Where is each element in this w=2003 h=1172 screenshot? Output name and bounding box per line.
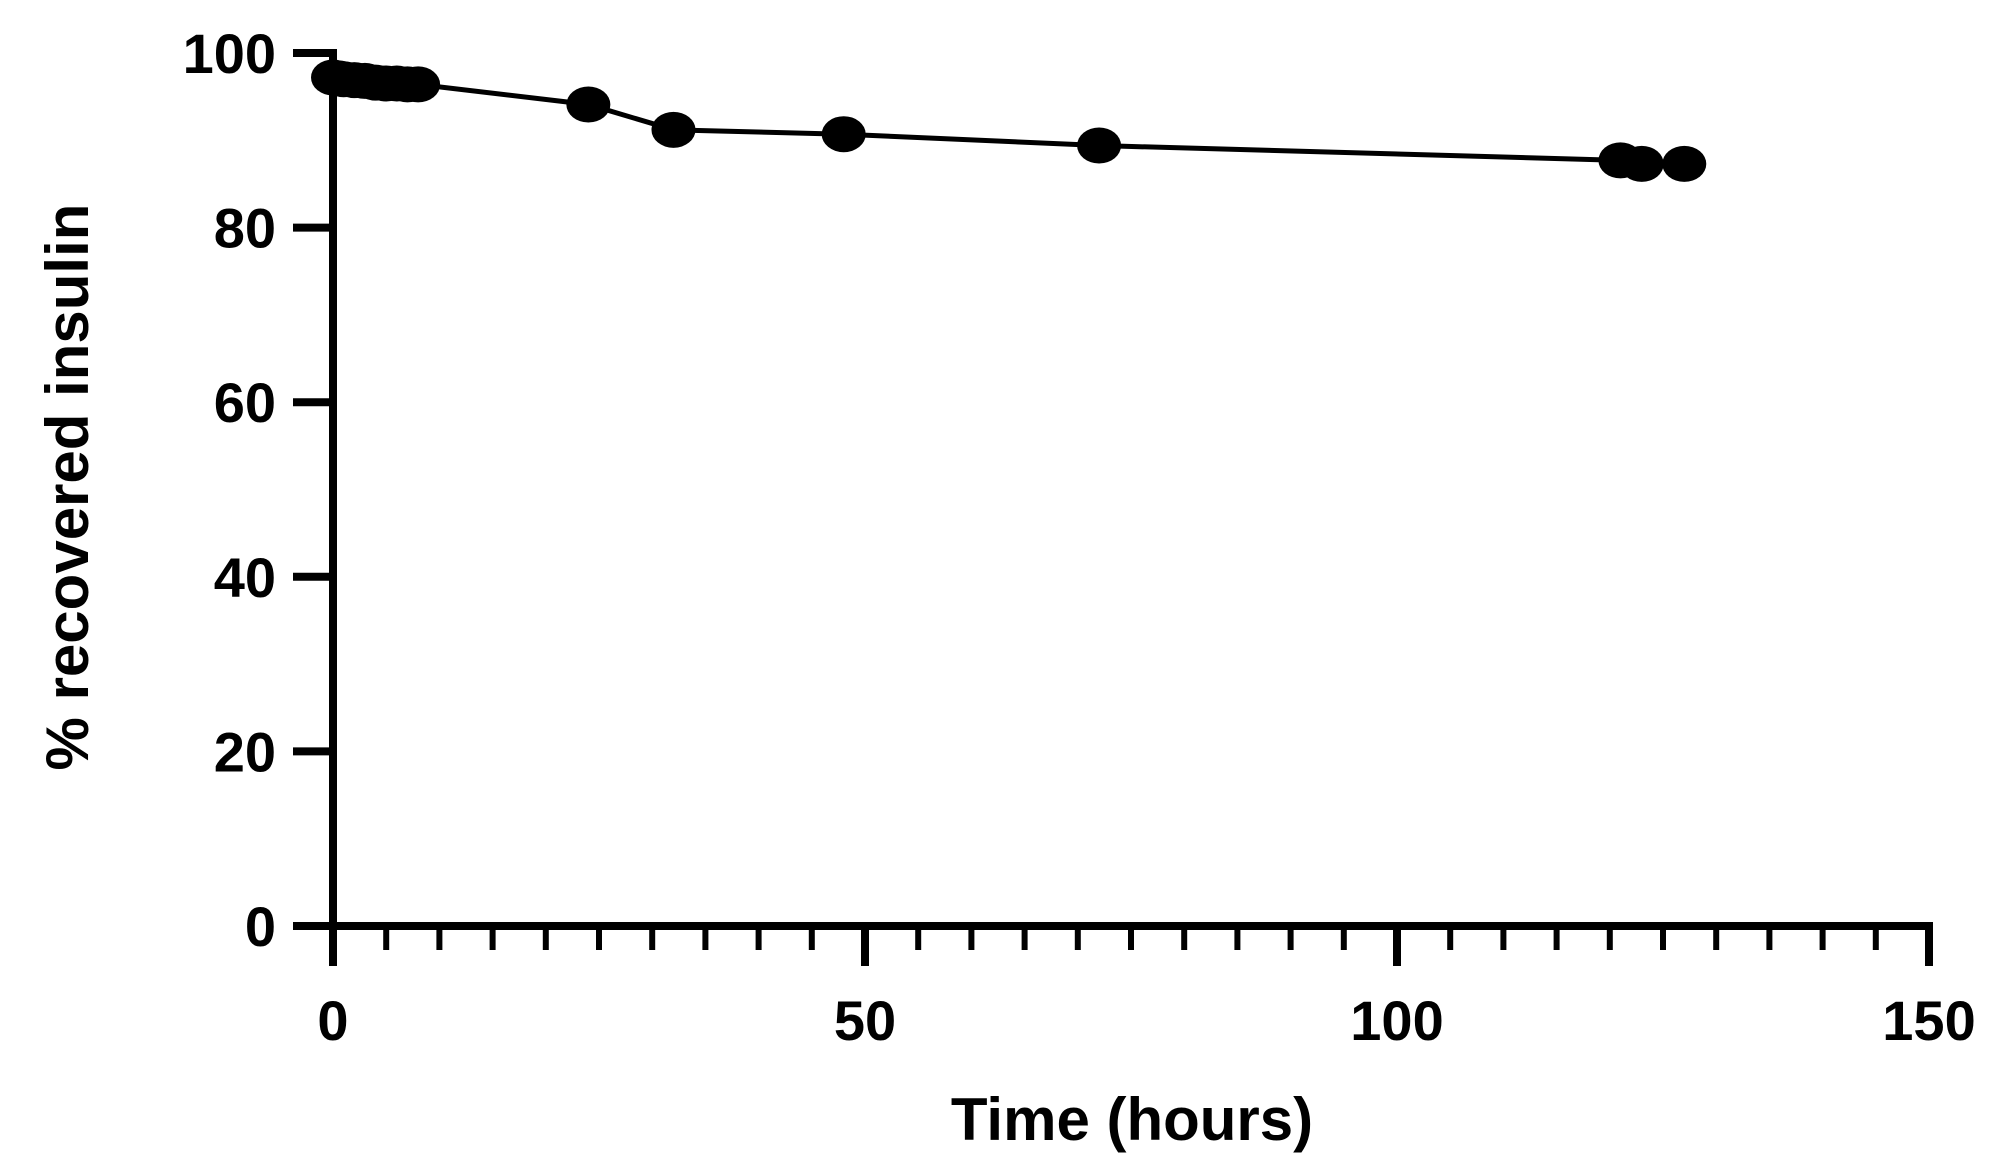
- series-line: [332, 74, 1685, 167]
- y-tick-label: 0: [245, 895, 276, 958]
- data-point: [1619, 145, 1664, 182]
- data-point: [821, 116, 866, 153]
- plot-area: 0 20 40 60 80 100 0 50 100 150: [183, 22, 1976, 1052]
- x-axis-ticks: 0 50 100 150: [317, 926, 1976, 1052]
- data-point: [1077, 127, 1122, 164]
- x-tick-label: 0: [317, 989, 348, 1052]
- y-tick-label: 80: [214, 197, 276, 260]
- data-point: [396, 66, 441, 103]
- y-axis-ticks: 0 20 40 60 80 100: [183, 22, 333, 958]
- data-point: [1662, 145, 1707, 182]
- y-tick-label: 40: [214, 546, 276, 609]
- x-tick-label: 100: [1350, 989, 1443, 1052]
- x-tick-label: 150: [1882, 989, 1975, 1052]
- data-series: [311, 59, 1707, 182]
- y-tick-label: 60: [214, 371, 276, 434]
- data-point: [651, 111, 696, 148]
- y-tick-label: 20: [214, 720, 276, 783]
- data-point: [566, 86, 611, 123]
- y-tick-label: 100: [183, 22, 276, 85]
- x-axis-title: Time (hours): [951, 1086, 1313, 1153]
- x-tick-label: 50: [834, 989, 896, 1052]
- y-axis-title: % recovered insulin: [34, 204, 101, 771]
